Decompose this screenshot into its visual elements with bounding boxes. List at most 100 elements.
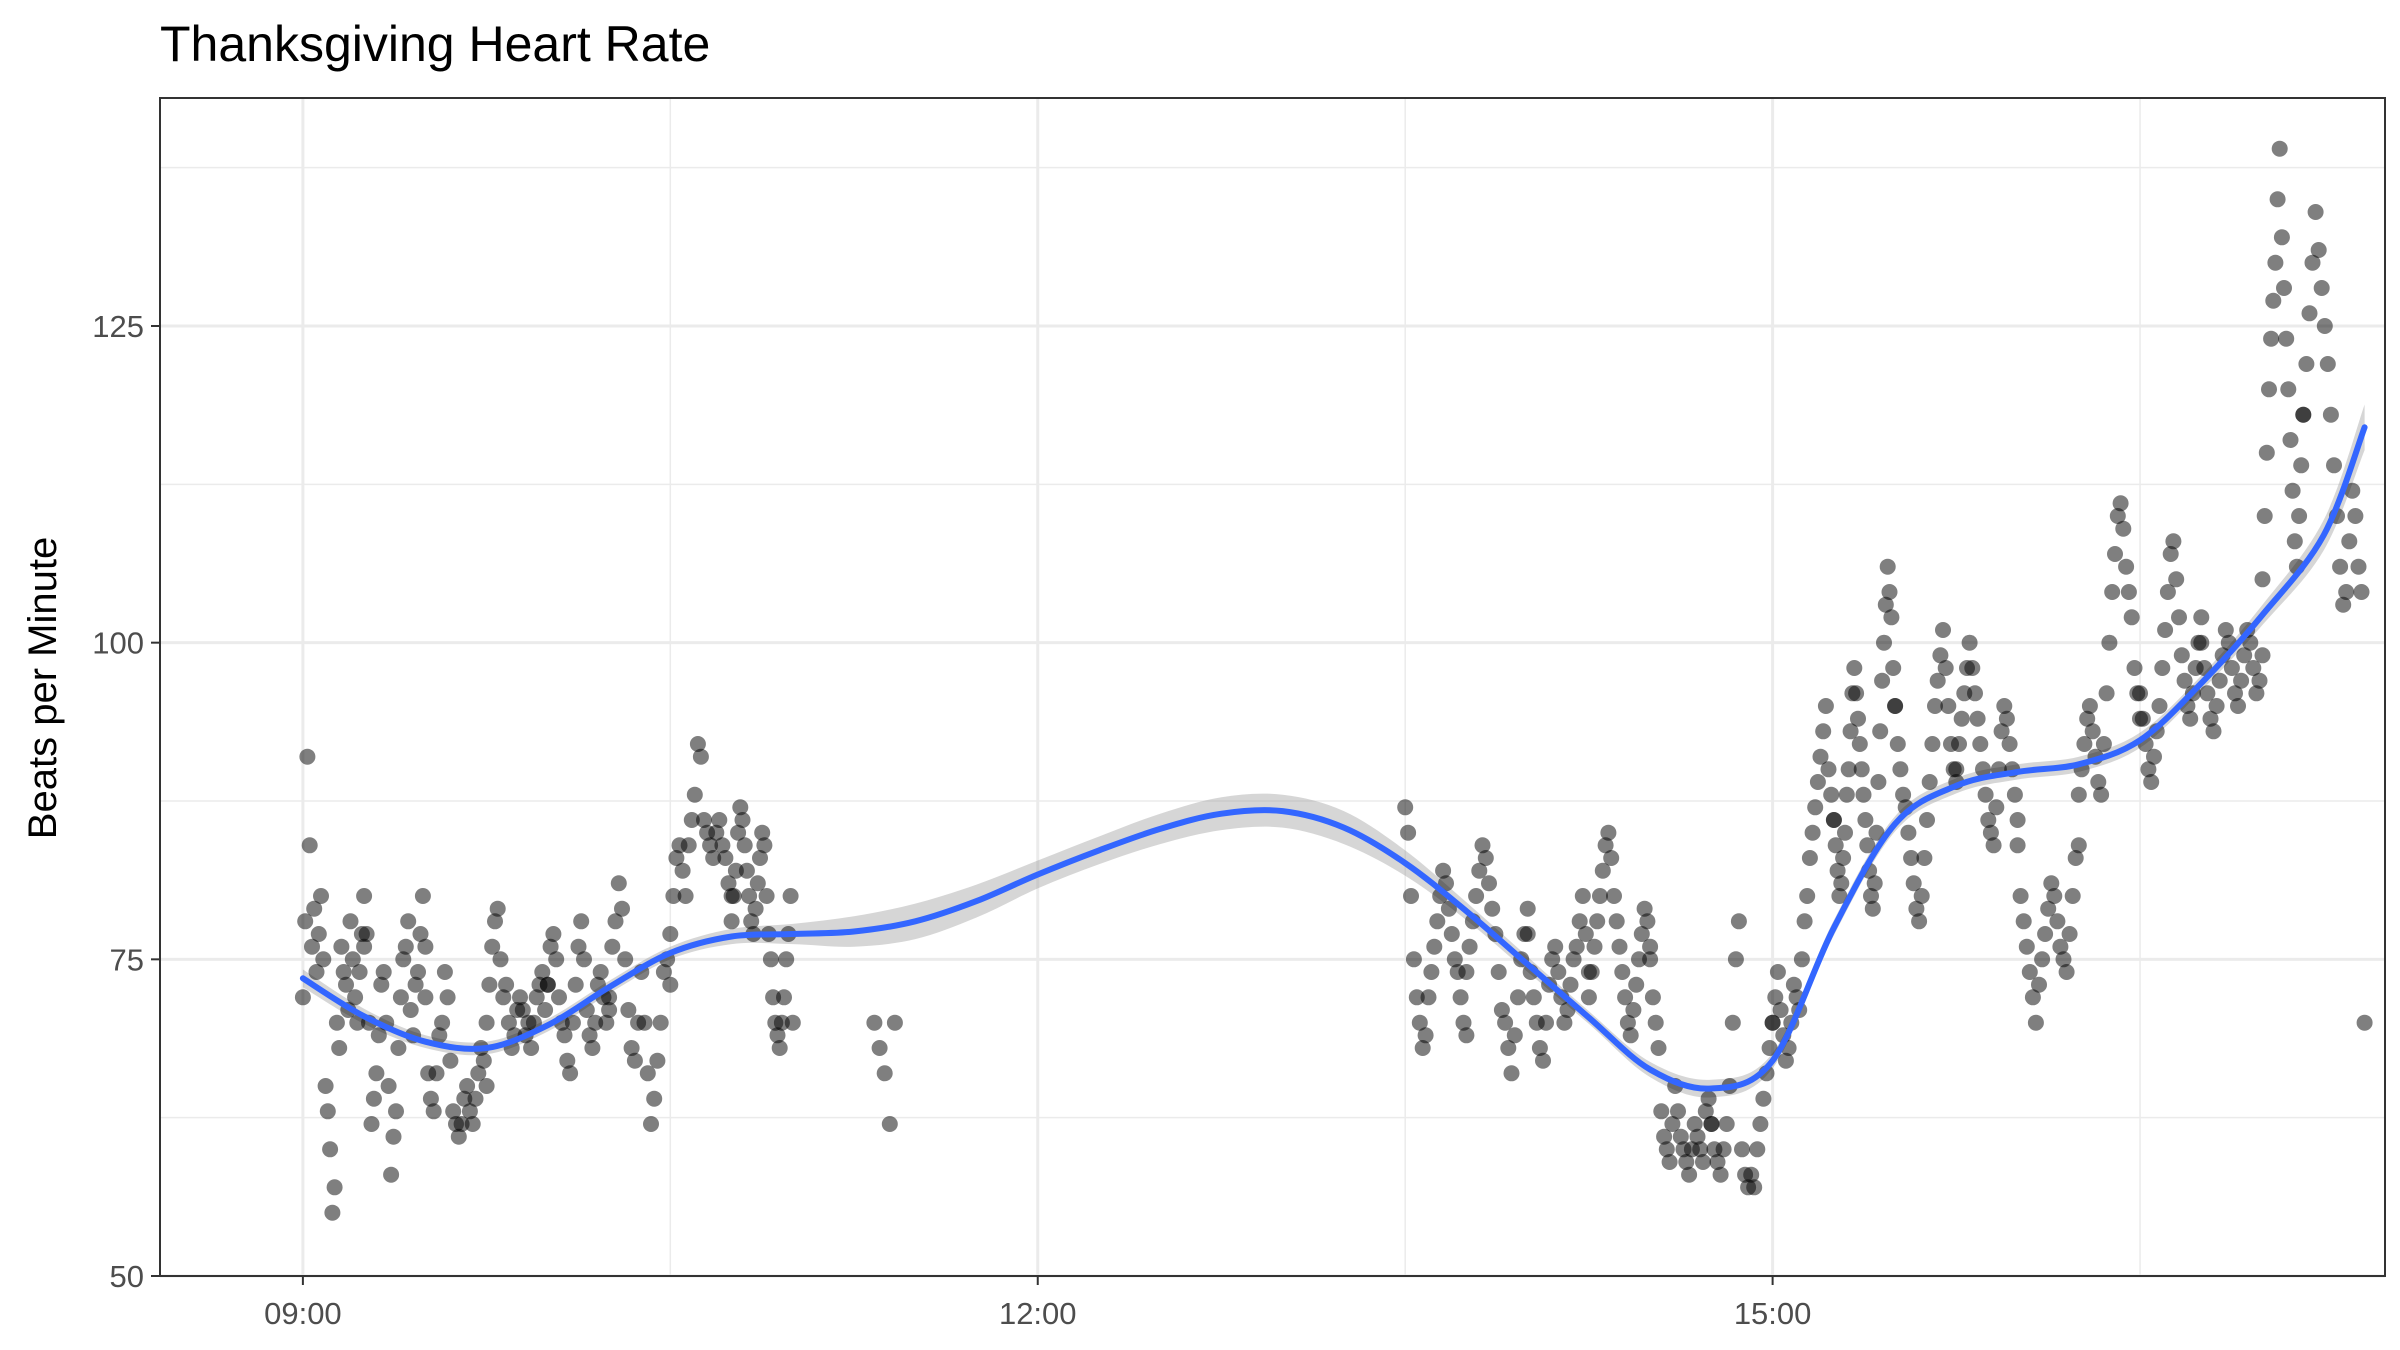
data-point [2248, 685, 2265, 702]
data-point [304, 938, 320, 955]
data-point [1967, 685, 1983, 702]
data-point [1681, 1166, 1698, 1183]
x-tick-label: 12:00 [999, 1296, 1077, 1331]
data-point [1718, 1116, 1735, 1132]
data-point [771, 1040, 788, 1056]
data-point [2217, 622, 2234, 638]
data-point [1961, 634, 1978, 651]
data-point [1420, 989, 1437, 1006]
data-point [573, 913, 590, 930]
data-point [1855, 786, 1872, 803]
data-point [1650, 1040, 1667, 1056]
data-point [2006, 786, 2023, 803]
data-point [674, 862, 691, 879]
data-point [2070, 786, 2087, 803]
data-point [1703, 1116, 1720, 1132]
data-point [727, 862, 744, 879]
data-point [2256, 508, 2273, 524]
data-point [410, 964, 426, 980]
data-point [1458, 1027, 1475, 1044]
data-point [2293, 457, 2310, 474]
confidence-band-area [302, 404, 2365, 1098]
data-point [297, 913, 314, 930]
data-point [576, 951, 592, 968]
data-point [708, 824, 725, 841]
data-point [539, 976, 556, 993]
data-point [725, 888, 742, 904]
data-point [1927, 698, 1943, 714]
data-point [2031, 976, 2047, 993]
data-point [1982, 824, 1999, 841]
x-tick-label: 09:00 [264, 1296, 342, 1331]
data-point [489, 900, 506, 917]
data-point [723, 913, 740, 930]
y-tick-label: 125 [92, 309, 144, 344]
data-point [655, 964, 672, 980]
data-point [2313, 280, 2330, 296]
data-point [453, 1116, 470, 1132]
data-point [456, 1090, 473, 1107]
data-point [500, 1014, 517, 1031]
data-point [1568, 938, 1585, 955]
data-point [315, 951, 332, 968]
data-point [2115, 520, 2132, 537]
data-point [475, 1052, 492, 1069]
data-point [1743, 1166, 1760, 1183]
data-point [342, 913, 359, 930]
data-point [356, 888, 373, 904]
data-point [2040, 900, 2057, 917]
data-point [2242, 634, 2259, 651]
data-point [1461, 938, 1478, 955]
data-point [495, 989, 512, 1006]
data-point [428, 1065, 445, 1082]
data-point [1895, 786, 1912, 803]
data-point [347, 989, 364, 1006]
data-point [356, 938, 373, 955]
data-point [487, 913, 503, 930]
data-point [1653, 1103, 1670, 1120]
data-point [422, 1090, 439, 1107]
data-point [1866, 875, 1883, 892]
data-point [680, 837, 697, 854]
data-point [581, 1027, 598, 1044]
data-point [720, 875, 737, 892]
data-point [1825, 812, 1842, 828]
data-point [1661, 1154, 1678, 1170]
data-point [646, 1090, 663, 1107]
data-point [2067, 850, 2084, 866]
data-point [2298, 356, 2315, 372]
data-point [665, 888, 682, 904]
data-point [2176, 672, 2193, 689]
data-point [1503, 1065, 1520, 1082]
data-point [1827, 837, 1844, 854]
data-point [1603, 850, 1620, 866]
data-point [1506, 1027, 1523, 1044]
data-point [1988, 799, 2005, 816]
data-point [2132, 685, 2148, 702]
data-point [324, 1204, 341, 1221]
data-point [1500, 1040, 1517, 1056]
data-point [662, 976, 679, 993]
data-point [1697, 1103, 1714, 1120]
data-point [1639, 913, 1656, 930]
data-point [1851, 736, 1868, 752]
data-point [1600, 824, 1617, 841]
data-point [306, 900, 323, 917]
data-point [567, 976, 584, 993]
data-point [2118, 558, 2135, 575]
data-point [1752, 1116, 1769, 1132]
data-point [2245, 660, 2262, 676]
data-point [534, 964, 551, 980]
data-point [592, 964, 609, 980]
data-point [2332, 558, 2349, 575]
data-point [1885, 660, 1902, 676]
data-point [2049, 913, 2066, 930]
data-point [1935, 622, 1951, 638]
data-point [2052, 938, 2069, 955]
data-point [450, 1128, 467, 1145]
data-point [1423, 964, 1440, 980]
data-point [776, 989, 792, 1006]
data-point [1405, 951, 1422, 968]
data-point [1996, 698, 2013, 714]
data-point [2284, 482, 2301, 499]
